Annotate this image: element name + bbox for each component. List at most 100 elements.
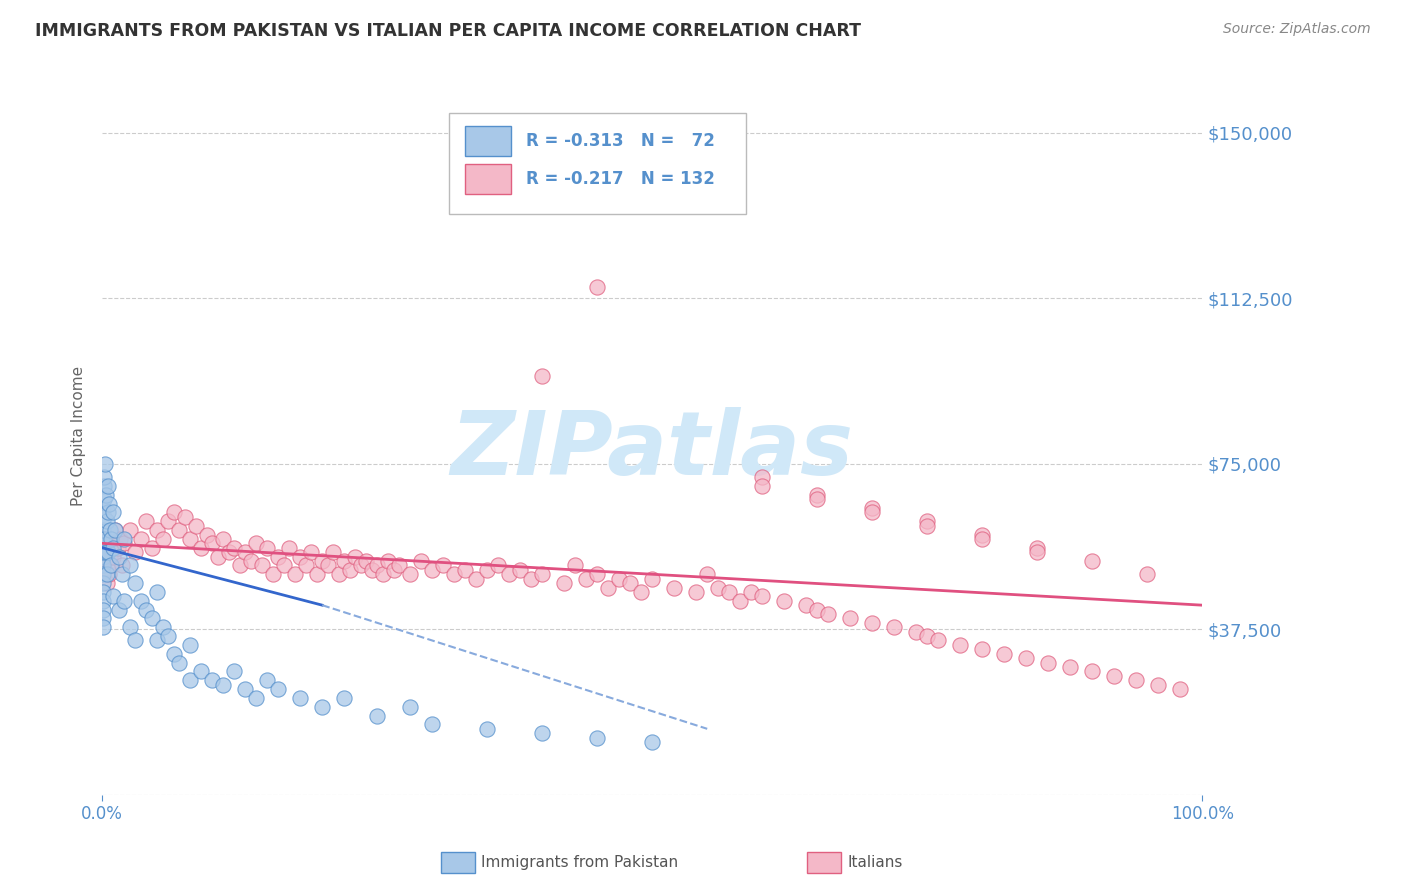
Text: Source: ZipAtlas.com: Source: ZipAtlas.com [1223,22,1371,37]
Point [377,554,399,568]
Point [641,735,664,749]
Point [564,558,586,573]
Point [112,532,135,546]
Point [399,699,422,714]
Point [339,563,361,577]
Point [218,545,240,559]
Point [311,699,333,714]
Point [146,523,169,537]
Point [311,554,333,568]
Point [305,567,328,582]
Point [1168,682,1191,697]
Point [91,549,114,564]
Text: Immigrants from Pakistan: Immigrants from Pakistan [481,855,678,870]
Point [1147,678,1170,692]
Point [575,572,598,586]
Point [740,585,762,599]
Point [366,558,388,573]
Point [118,523,141,537]
Point [250,558,273,573]
Point [972,532,994,546]
Point [233,682,256,697]
Point [228,558,250,573]
Point [1125,673,1147,688]
Point [190,665,212,679]
Point [294,558,316,573]
Point [103,505,125,519]
Point [1015,651,1038,665]
Point [212,532,235,546]
Text: IMMIGRANTS FROM PAKISTAN VS ITALIAN PER CAPITA INCOME CORRELATION CHART: IMMIGRANTS FROM PAKISTAN VS ITALIAN PER … [35,22,860,40]
Point [224,665,246,679]
Point [773,593,796,607]
Point [97,567,120,582]
Point [619,576,641,591]
Y-axis label: Per Capita Income: Per Capita Income [72,367,86,507]
Point [152,620,174,634]
Point [163,505,186,519]
Point [344,549,367,564]
Point [118,620,141,634]
Point [93,532,115,546]
Point [839,611,862,625]
Point [806,492,828,507]
Point [91,567,114,582]
Point [212,678,235,692]
Point [112,536,135,550]
Point [267,549,290,564]
Point [245,690,267,705]
Point [91,501,114,516]
Point [262,567,284,582]
Point [93,492,115,507]
Point [290,690,312,705]
Point [129,593,152,607]
Point [111,567,134,582]
Point [173,509,195,524]
Point [152,532,174,546]
Point [328,567,350,582]
Point [91,523,114,537]
FancyBboxPatch shape [465,163,512,194]
Point [443,567,465,582]
Point [817,607,839,621]
Point [299,545,322,559]
Point [1081,554,1104,568]
Point [751,590,773,604]
Point [586,567,609,582]
Point [141,611,163,625]
Point [163,647,186,661]
Point [103,541,125,555]
Point [498,567,520,582]
Point [685,585,707,599]
FancyBboxPatch shape [449,113,745,214]
Point [103,549,125,564]
Point [239,554,262,568]
Point [382,563,405,577]
Point [91,576,114,591]
Point [354,554,377,568]
Point [1026,541,1049,555]
Point [630,585,652,599]
Point [157,514,180,528]
Point [486,558,509,573]
Point [141,541,163,555]
Point [860,505,883,519]
Point [333,554,356,568]
Point [290,549,312,564]
Point [112,593,135,607]
Point [91,558,114,573]
Point [1059,660,1081,674]
Point [972,527,994,541]
Point [91,585,114,599]
Point [96,576,118,591]
Point [972,642,994,657]
Point [860,501,883,516]
Point [1026,545,1049,559]
Point [104,523,127,537]
Point [91,536,114,550]
Point [531,368,554,383]
Point [201,536,224,550]
Point [103,590,125,604]
Point [104,523,127,537]
Point [641,572,664,586]
